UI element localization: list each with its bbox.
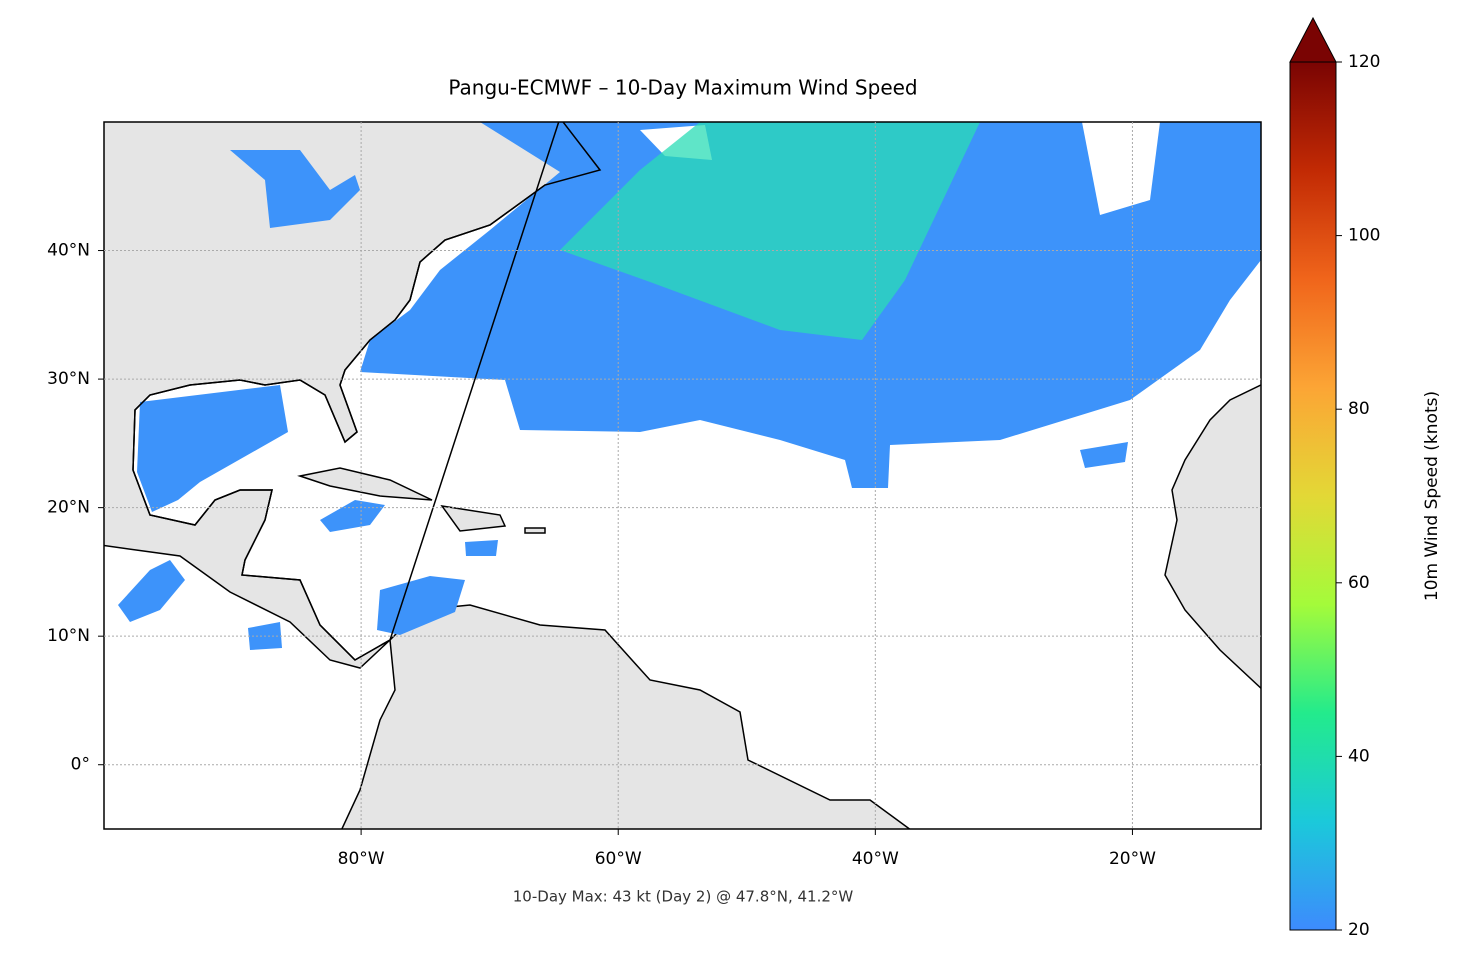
- africa: [1164, 384, 1261, 690]
- y-tick-label: 20°N: [47, 498, 90, 518]
- map-frame: [103, 121, 1262, 830]
- south-america: [341, 604, 911, 829]
- annotation: 10-Day Max: 43 kt (Day 2) @ 47.8°N, 41.2…: [513, 888, 854, 906]
- y-tick-label: 30°N: [47, 369, 90, 389]
- colorbar-tick-label: 120: [1348, 52, 1380, 72]
- map-title: Pangu-ECMWF – 10-Day Maximum Wind Speed: [448, 76, 917, 100]
- y-tick-label: 40°N: [47, 241, 90, 261]
- colorbar-extension: [1289, 16, 1337, 63]
- hispaniola: [440, 504, 507, 532]
- wind-atlantic-east: [1080, 442, 1128, 468]
- x-tick-label: 40°W: [852, 849, 899, 869]
- map-area: [104, 122, 1261, 829]
- cuba: [297, 467, 433, 501]
- wind-caribbean: [465, 540, 498, 556]
- colorbar-tick-label: 20: [1348, 920, 1370, 940]
- y-tick-label: 10°N: [47, 626, 90, 646]
- x-tick-label: 20°W: [1109, 849, 1156, 869]
- y-tick-label: 0°: [71, 755, 90, 775]
- wind-core: [560, 122, 980, 340]
- colorbar-tick-label: 80: [1348, 399, 1370, 419]
- puerto-rico: [524, 527, 546, 534]
- colorbar-tick-label: 100: [1348, 226, 1380, 246]
- wind-caribbean: [377, 576, 465, 635]
- x-tick-label: 60°W: [595, 849, 642, 869]
- north-america-coast: [132, 122, 602, 661]
- x-tick-label: 80°W: [338, 849, 385, 869]
- colorbar-tick-label: 40: [1348, 746, 1370, 766]
- wind-gap: [1082, 122, 1160, 215]
- colorbar: [1289, 61, 1337, 931]
- wind-pacific: [118, 560, 185, 622]
- colorbar-tick-label: 60: [1348, 573, 1370, 593]
- colorbar-label: 10m Wind Speed (knots): [1422, 391, 1442, 601]
- wind-gulf: [137, 385, 288, 512]
- wind-lakes: [230, 150, 360, 228]
